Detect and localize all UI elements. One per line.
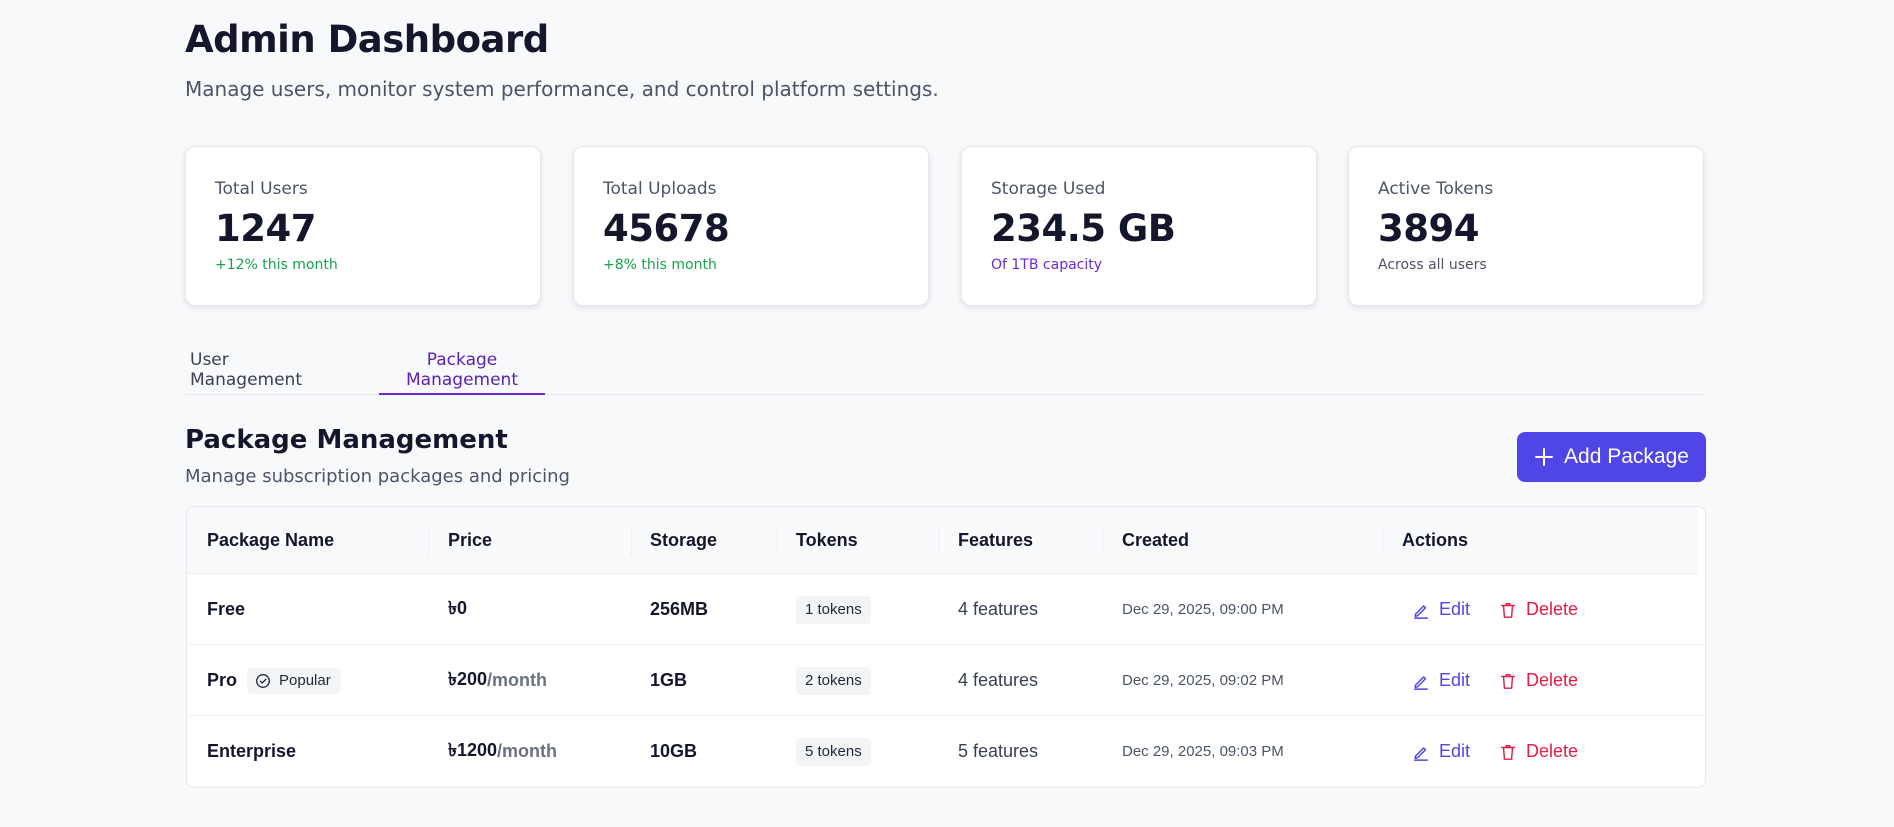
tab-package-management[interactable]: Package Management bbox=[379, 340, 545, 395]
stat-card-storage-used: Storage Used 234.5 GB Of 1TB capacity bbox=[961, 146, 1317, 306]
stat-note: +12% this month bbox=[215, 257, 338, 273]
stat-label: Active Tokens bbox=[1378, 179, 1494, 199]
edit-label: Edit bbox=[1439, 599, 1471, 619]
package-storage: 256MB bbox=[650, 599, 709, 619]
edit-label: Edit bbox=[1439, 670, 1471, 690]
stat-card-active-tokens: Active Tokens 3894 Across all users bbox=[1348, 146, 1704, 306]
stat-label: Total Users bbox=[215, 179, 308, 199]
trash-icon bbox=[1500, 744, 1516, 760]
delete-label: Delete bbox=[1526, 599, 1579, 619]
package-price: ৳1200/month bbox=[448, 716, 557, 787]
column-header-package-name: Package Name bbox=[207, 530, 335, 550]
tab-bar: User Management Package Management bbox=[185, 340, 1706, 395]
price-period: /month bbox=[487, 670, 547, 690]
delete-label: Delete bbox=[1526, 741, 1579, 761]
delete-button[interactable]: Delete bbox=[1499, 599, 1578, 620]
package-features: 4 features bbox=[958, 670, 1039, 690]
stat-label: Total Uploads bbox=[603, 179, 717, 199]
column-header-tokens: Tokens bbox=[796, 530, 858, 550]
add-package-label: Add Package bbox=[1564, 445, 1689, 468]
package-created: Dec 29, 2025, 09:02 PM bbox=[1122, 672, 1284, 689]
page-title: Admin Dashboard bbox=[185, 18, 549, 61]
stat-note: Of 1TB capacity bbox=[991, 257, 1103, 273]
popular-label: Popular bbox=[279, 672, 331, 689]
column-header-actions: Actions bbox=[1402, 530, 1469, 550]
pencil-icon bbox=[1413, 746, 1429, 761]
column-header-features: Features bbox=[958, 530, 1034, 550]
edit-label: Edit bbox=[1439, 741, 1471, 761]
edit-button[interactable]: Edit bbox=[1412, 741, 1470, 762]
delete-button[interactable]: Delete bbox=[1499, 741, 1578, 762]
stat-label: Storage Used bbox=[991, 179, 1106, 199]
trash-icon bbox=[1500, 602, 1516, 618]
package-storage: 1GB bbox=[650, 670, 688, 690]
package-features: 4 features bbox=[958, 599, 1039, 619]
table-row: Free ৳0 256MB 1 tokens 4 features Dec 29… bbox=[187, 574, 1705, 645]
package-name: Enterprise bbox=[207, 741, 297, 761]
tokens-badge: 2 tokens bbox=[796, 666, 871, 695]
stat-card-total-uploads: Total Uploads 45678 +8% this month bbox=[573, 146, 929, 306]
tokens-badge: 5 tokens bbox=[796, 737, 871, 766]
package-price: ৳0 bbox=[448, 574, 467, 645]
pencil-icon bbox=[1413, 675, 1429, 690]
package-price: ৳200/month bbox=[448, 645, 547, 716]
stat-note: +8% this month bbox=[603, 257, 717, 273]
plus-icon bbox=[1535, 448, 1554, 466]
stat-card-total-users: Total Users 1247 +12% this month bbox=[185, 146, 541, 306]
package-created: Dec 29, 2025, 09:03 PM bbox=[1122, 743, 1284, 760]
check-circle-icon bbox=[256, 673, 270, 688]
price-period: /month bbox=[497, 741, 558, 761]
stat-value: 1247 bbox=[215, 207, 316, 250]
table-header: Package Name Price Storage Tokens Featur… bbox=[187, 507, 1697, 574]
price-amount: ৳1200 bbox=[448, 740, 498, 760]
package-name: Pro bbox=[207, 670, 238, 690]
table-row: Enterprise ৳1200/month 10GB 5 tokens 5 f… bbox=[187, 716, 1705, 787]
tab-user-management[interactable]: User Management bbox=[190, 350, 302, 390]
table-row: Pro Popular ৳200/month 1GB 2 tokens 4 fe… bbox=[187, 645, 1705, 716]
tokens-badge: 1 tokens bbox=[796, 595, 871, 624]
price-amount: ৳0 bbox=[448, 598, 467, 618]
edit-button[interactable]: Edit bbox=[1412, 670, 1470, 691]
stat-note: Across all users bbox=[1378, 257, 1487, 273]
edit-button[interactable]: Edit bbox=[1412, 599, 1470, 620]
package-created: Dec 29, 2025, 09:00 PM bbox=[1122, 601, 1284, 618]
packages-table: Package Name Price Storage Tokens Featur… bbox=[186, 506, 1706, 788]
stats-row: Total Users 1247 +12% this month Total U… bbox=[185, 146, 1706, 306]
add-package-button[interactable]: Add Package bbox=[1517, 432, 1706, 482]
delete-label: Delete bbox=[1526, 670, 1579, 690]
popular-badge: Popular bbox=[247, 667, 341, 694]
page-subtitle: Manage users, monitor system performance… bbox=[185, 77, 939, 101]
package-storage: 10GB bbox=[650, 741, 698, 761]
section-subtitle: Manage subscription packages and pricing bbox=[185, 466, 570, 487]
column-header-created: Created bbox=[1122, 530, 1190, 550]
stat-value: 45678 bbox=[603, 207, 730, 250]
pencil-icon bbox=[1413, 604, 1429, 619]
price-amount: ৳200 bbox=[448, 669, 487, 689]
section-title: Package Management bbox=[185, 425, 508, 455]
column-header-price: Price bbox=[448, 530, 493, 550]
delete-button[interactable]: Delete bbox=[1499, 670, 1578, 691]
stat-value: 3894 bbox=[1378, 207, 1479, 250]
package-features: 5 features bbox=[958, 741, 1039, 761]
column-header-storage: Storage bbox=[650, 530, 718, 550]
trash-icon bbox=[1500, 673, 1516, 689]
stat-value: 234.5 GB bbox=[991, 207, 1176, 250]
package-name: Free bbox=[207, 599, 246, 619]
